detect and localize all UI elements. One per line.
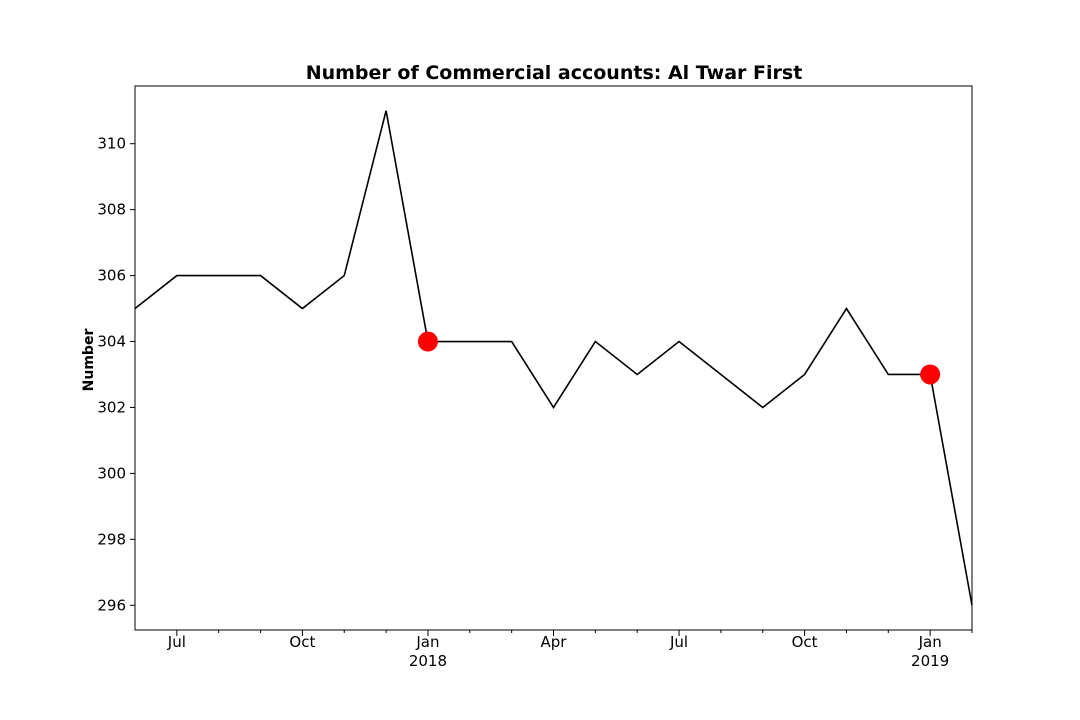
x-tick-label: Jan bbox=[918, 633, 942, 651]
chart-title: Number of Commercial accounts: Al Twar F… bbox=[306, 62, 803, 84]
plot-area-frame bbox=[134, 85, 973, 631]
y-axis-label: Number bbox=[81, 329, 97, 392]
y-axis: 296 298 300 302 304 306 308 310 bbox=[97, 135, 135, 614]
series-line bbox=[134, 110, 973, 606]
x-tick-year-label: 2018 bbox=[409, 652, 447, 670]
highlight-point bbox=[920, 364, 941, 385]
y-tick-label: 302 bbox=[97, 398, 126, 416]
x-tick-label: Oct bbox=[792, 633, 818, 651]
y-tick-label: 300 bbox=[97, 464, 126, 482]
x-tick-label: Jul bbox=[669, 633, 688, 651]
highlighted-points bbox=[417, 331, 941, 385]
y-tick-label: 306 bbox=[97, 267, 126, 285]
y-tick-label: 296 bbox=[97, 596, 126, 614]
y-tick-label: 304 bbox=[97, 333, 126, 351]
x-tick-label: Jan bbox=[415, 633, 439, 651]
x-tick-label: Apr bbox=[541, 633, 568, 651]
x-tick-year-label: 2019 bbox=[911, 652, 949, 670]
x-tick-label: Oct bbox=[289, 633, 315, 651]
y-tick-label: 308 bbox=[97, 201, 126, 219]
highlight-point bbox=[417, 331, 438, 352]
y-tick-label: 310 bbox=[97, 135, 126, 153]
y-tick-label: 298 bbox=[97, 530, 126, 548]
x-tick-label: Jul bbox=[167, 633, 186, 651]
